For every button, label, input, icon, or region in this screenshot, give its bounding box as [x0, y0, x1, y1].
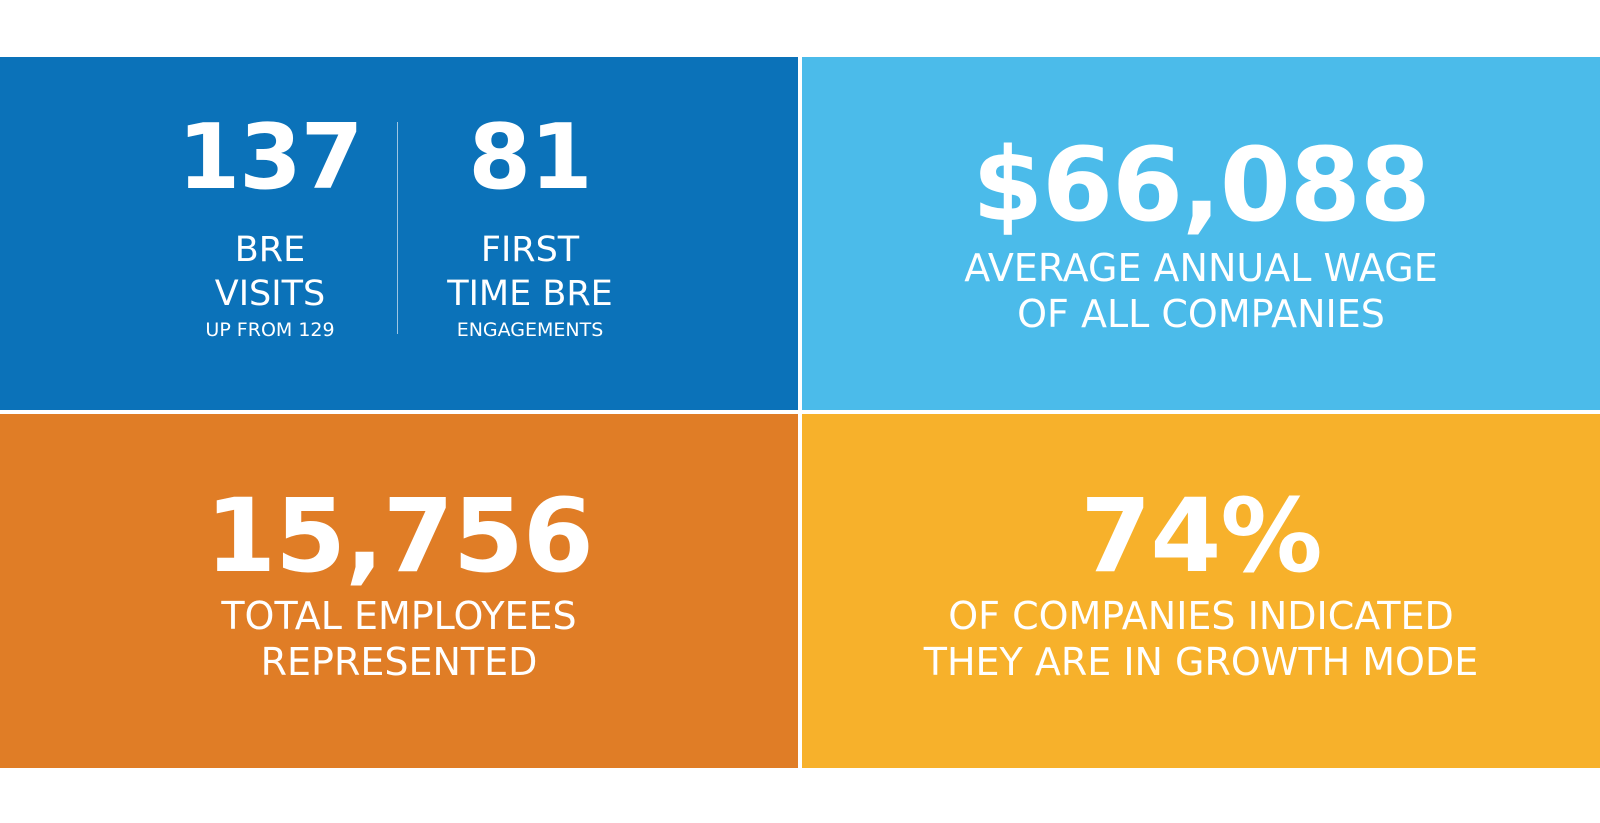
total-employees-label-line1: TOTAL EMPLOYEES — [221, 594, 577, 638]
first-time-bre-sublabel: ENGAGEMENTS — [456, 319, 604, 341]
total-employees-number: 15,756 — [205, 477, 594, 596]
growth-mode-label-line2: THEY ARE IN GROWTH MODE — [923, 640, 1479, 684]
stat-divider — [397, 122, 398, 334]
average-wage-label-line1: AVERAGE ANNUAL WAGE — [964, 246, 1438, 290]
average-wage-label-line2: OF ALL COMPANIES — [1017, 292, 1385, 336]
total-employees-label-line2: REPRESENTED — [260, 640, 538, 684]
bre-visits-number: 137 — [177, 105, 364, 210]
stat-tile-total-employees: 15,756 TOTAL EMPLOYEES REPRESENTED — [0, 414, 798, 768]
growth-mode-label-line1: OF COMPANIES INDICATED — [948, 594, 1454, 638]
bre-visits-label-line2: VISITS — [214, 274, 326, 314]
first-time-bre-label-line2: TIME BRE — [447, 274, 613, 314]
first-time-bre-number: 81 — [468, 105, 592, 210]
growth-mode-number: 74% — [1080, 477, 1322, 596]
stat-tile-bre-visits: 137 BRE VISITS UP FROM 129 81 FIRST TIME… — [0, 57, 798, 410]
bre-visits-label-line1: BRE — [234, 230, 306, 270]
average-wage-number: $66,088 — [972, 126, 1431, 245]
stat-tile-growth-mode: 74% OF COMPANIES INDICATED THEY ARE IN G… — [802, 414, 1600, 768]
stat-tile-average-wage: $66,088 AVERAGE ANNUAL WAGE OF ALL COMPA… — [802, 57, 1600, 410]
bre-visits-sublabel: UP FROM 129 — [205, 319, 335, 341]
first-time-bre-label-line1: FIRST — [480, 230, 580, 270]
